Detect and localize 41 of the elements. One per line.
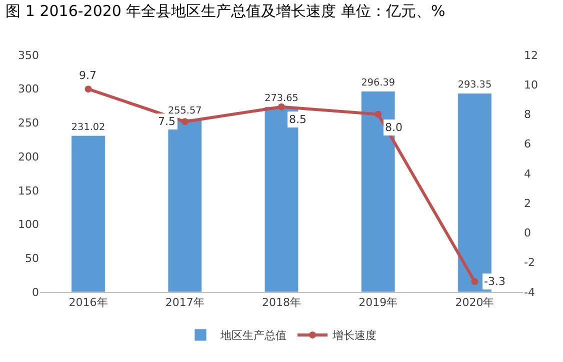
x-tick-label: 2020年 — [455, 296, 494, 310]
chart-title: 图 1 2016-2020 年全县地区生产总值及增长速度 单位：亿元、% — [6, 2, 446, 20]
x-tick-label: 2019年 — [358, 296, 398, 310]
data-label: 296.39 — [361, 78, 396, 89]
x-tick-label: 2018年 — [262, 296, 301, 310]
data-label: 8.0 — [385, 121, 402, 134]
y-tick-label: 350 — [18, 48, 39, 62]
y2-tick-label: 0 — [524, 226, 531, 240]
data-label: -3.3 — [484, 275, 506, 288]
y-tick-label: 150 — [18, 184, 39, 198]
data-label: 255.57 — [168, 105, 202, 116]
data-label: 7.5 — [158, 115, 176, 128]
bar — [71, 135, 106, 292]
data-label: 273.65 — [264, 93, 298, 104]
legend-label: 地区生产总值 — [220, 329, 286, 342]
point — [374, 110, 382, 118]
point — [84, 86, 92, 93]
y2-tick-label: -4 — [524, 286, 535, 299]
y2-tick-label: -2 — [524, 256, 535, 270]
data-label: 231.02 — [71, 122, 106, 133]
y2-tick-label: 6 — [524, 138, 531, 151]
y-tick-label: 100 — [18, 218, 39, 232]
y2-tick-label: 4 — [524, 167, 531, 180]
y-tick-label: 0 — [32, 286, 39, 299]
y2-tick-label: 8 — [524, 108, 531, 122]
y-tick-label: 200 — [18, 150, 39, 164]
y-tick-label: 250 — [18, 116, 39, 130]
data-label: 293.35 — [458, 80, 492, 91]
data-label: 8.5 — [289, 113, 306, 126]
y2-tick-label: 10 — [524, 78, 538, 92]
point — [278, 103, 285, 110]
legend-label: 增长速度 — [332, 329, 376, 342]
x-tick-label: 2016年 — [68, 296, 108, 310]
point — [181, 118, 188, 126]
x-tick-label: 2017年 — [165, 296, 204, 310]
point — [471, 278, 478, 286]
y2-tick-label: 2 — [524, 196, 531, 210]
data-label: 9.7 — [79, 69, 96, 82]
y-tick-label: 300 — [18, 82, 39, 96]
y-tick-label: 50 — [25, 252, 39, 265]
y2-tick-label: 12 — [524, 48, 538, 62]
